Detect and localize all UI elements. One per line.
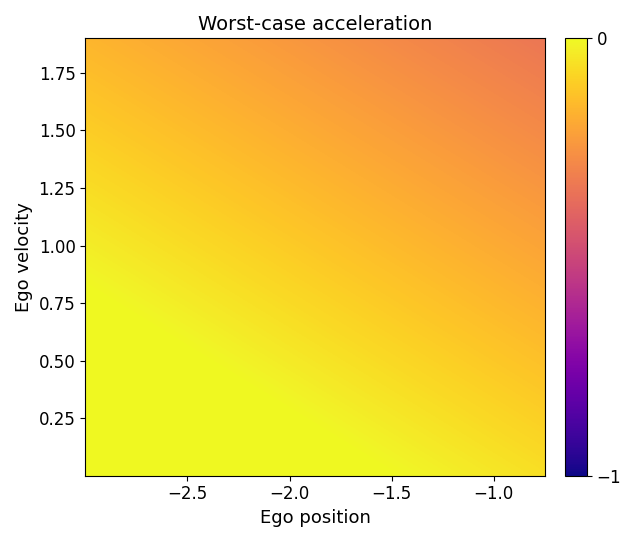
X-axis label: Ego position: Ego position	[259, 509, 371, 527]
Title: Worst-case acceleration: Worst-case acceleration	[198, 15, 432, 34]
Y-axis label: Ego velocity: Ego velocity	[15, 202, 33, 312]
